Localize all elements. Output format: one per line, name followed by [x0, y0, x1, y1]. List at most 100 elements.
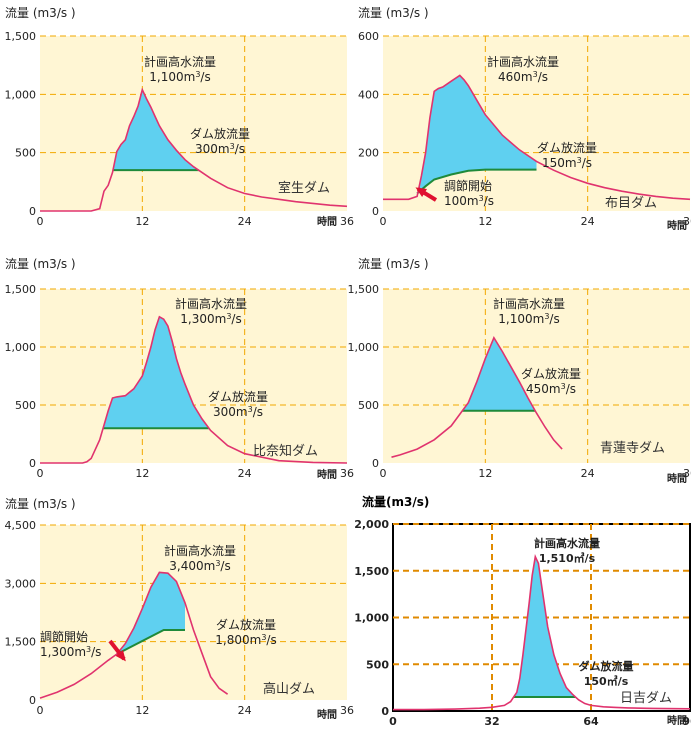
plan-flow-label: 計画高水流量 [144, 54, 216, 69]
chart-murou: 0 12 24 36 0 500 1,000 1,500 流量 (m3/s ) 時間 計画高水流量1… [5, 6, 355, 228]
release-flow-value: 450m3/s [526, 382, 576, 397]
x-tick-label: 36 [340, 704, 354, 717]
y-tick-label: 4,500 [5, 519, 37, 532]
x-tick-label: 36 [340, 215, 354, 228]
control-start-label: 調節開始 [40, 629, 88, 644]
y-tick-label: 0 [372, 205, 379, 218]
x-tick-label: 36 [683, 467, 691, 480]
y-axis-label: 流量 (m3/s ) [5, 257, 76, 271]
release-flow-label: ダム放流量 [190, 126, 250, 141]
y-tick-label: 0 [372, 457, 379, 470]
x-tick-label: 24 [581, 467, 595, 480]
inflow-curve [39, 571, 229, 699]
release-flow-label: ダム放流量 [521, 366, 581, 381]
control-start-arrow-icon [415, 187, 427, 198]
y-axis-label: 流量 (m3/s ) [5, 497, 76, 511]
y-tick-label: 200 [358, 147, 379, 160]
control-start-arrow-icon [115, 650, 126, 662]
control-area [462, 337, 536, 411]
x-tick-label: 0 [380, 215, 387, 228]
x-tick-label: 0 [37, 467, 44, 480]
y-tick-label: 1,500 [348, 283, 380, 296]
y-axis-label: 流量 (m3/s ) [358, 6, 429, 20]
y-tick-label: 1,500 [5, 283, 37, 296]
y-tick-label: 1,000 [5, 341, 37, 354]
chart-nunome: 0 12 24 36 0 200 400 600 流量 (m3/s ) 時間 計画高水流量460m3… [358, 6, 691, 232]
x-tick-label: 96 [682, 715, 691, 728]
y-tick-label: 400 [358, 88, 379, 101]
plan-flow-label: 計画高水流量 [175, 296, 247, 311]
control-area [113, 89, 199, 171]
dam-name: 高山ダム [263, 681, 315, 697]
plan-flow-label: 計画高水流量 [534, 536, 600, 550]
plot-area [40, 525, 347, 700]
release-flow-value: 300m3/s [213, 405, 263, 420]
y-tick-label: 3,000 [5, 577, 37, 590]
control-area [419, 75, 537, 192]
control-start-value: 1,300m3/s [40, 645, 101, 660]
dam-name: 比奈知ダム [253, 443, 318, 459]
x-axis-label: 時間 [667, 472, 687, 485]
x-tick-label: 24 [581, 215, 595, 228]
y-tick-label: 500 [15, 147, 36, 160]
y-tick-label: 1,500 [5, 636, 37, 649]
plan-flow-value: 1,100m3/s [149, 70, 210, 85]
y-tick-label: 1,000 [354, 612, 389, 625]
inflow-curve [383, 74, 691, 201]
release-flow-value: 150m3/s [542, 156, 592, 171]
chart-hinachi: 0 12 24 36 0 500 1,000 1,500 流量 (m3/s ) 時間 計画高水流量1… [5, 257, 355, 481]
y-axis-label: 流量 (m3/s ) [358, 257, 429, 271]
release-line [416, 168, 537, 195]
x-tick-label: 12 [135, 704, 149, 717]
x-tick-label: 24 [238, 467, 252, 480]
y-tick-label: 1,500 [354, 565, 389, 578]
x-tick-label: 12 [478, 467, 492, 480]
chart-takayama: 0 12 24 36 0 1,500 3,000 4,500 流量 (m3/s ) 時間 計画高水流… [5, 497, 355, 721]
y-tick-label: 0 [29, 205, 36, 218]
inflow-curve [40, 87, 348, 212]
control-area [103, 316, 209, 429]
inflow-curve [393, 554, 691, 711]
x-axis-label: 時間 [667, 714, 687, 727]
x-tick-label: 0 [380, 467, 387, 480]
x-tick-label: 24 [238, 215, 252, 228]
y-tick-label: 600 [358, 30, 379, 43]
y-tick-label: 1,000 [5, 88, 37, 101]
dam-name: 青蓮寺ダム [600, 441, 665, 456]
plot-area [40, 36, 347, 211]
plan-flow-value: 1,510㎥/s [539, 551, 596, 565]
y-tick-label: 500 [15, 399, 36, 412]
plan-flow-label: 計画高水流量 [164, 543, 236, 558]
x-axis-label: 時間 [317, 708, 337, 721]
y-tick-label: 0 [29, 694, 36, 707]
x-tick-label: 0 [389, 715, 397, 728]
dam-name: 室生ダム [278, 180, 330, 196]
release-flow-label: ダム放流量 [216, 617, 276, 632]
release-line [116, 629, 185, 655]
chart-shorenji: 0 12 24 36 0 500 1,000 1,500 流量 (m3/s ) 時間 計画高水流量1… [348, 257, 691, 485]
x-tick-label: 36 [683, 215, 691, 228]
y-axis-label: 流量(m3/s) [362, 494, 429, 509]
x-axis-label: 時間 [317, 215, 337, 228]
x-tick-label: 32 [484, 715, 499, 728]
release-flow-label: ダム放流量 [208, 389, 268, 404]
control-area [118, 572, 185, 653]
x-tick-label: 24 [238, 704, 252, 717]
release-flow-value: 150㎥/s [584, 674, 629, 688]
x-tick-label: 64 [583, 715, 599, 728]
plan-flow-label: 計画高水流量 [493, 296, 565, 311]
release-flow-label: ダム放流量 [579, 659, 634, 673]
plan-flow-value: 460m3/s [498, 70, 548, 85]
x-tick-label: 12 [135, 215, 149, 228]
inflow-curve [40, 315, 348, 464]
plan-flow-value: 1,100m3/s [498, 312, 559, 327]
dam-name: 布目ダム [605, 196, 657, 211]
x-tick-label: 0 [37, 215, 44, 228]
inflow-curve [391, 335, 563, 458]
plan-flow-value: 1,300m3/s [180, 312, 241, 327]
y-tick-label: 0 [29, 457, 36, 470]
control-start-value: 100m3/s [444, 194, 494, 209]
y-tick-label: 0 [381, 705, 389, 718]
x-axis-label: 時間 [317, 468, 337, 481]
